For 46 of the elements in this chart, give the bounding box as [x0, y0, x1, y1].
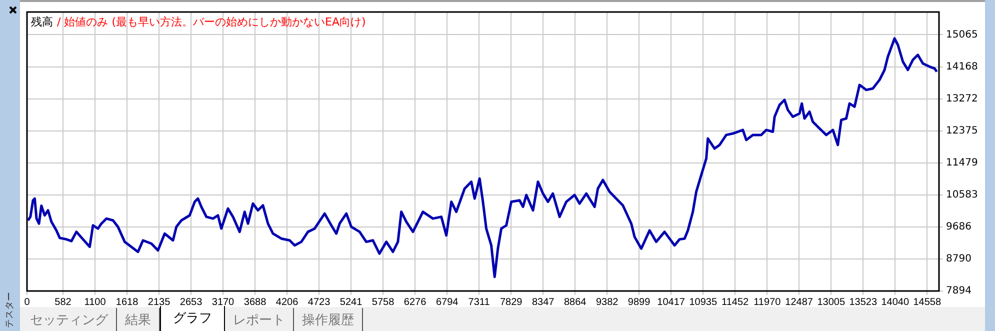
x-tick-label: 13523: [849, 296, 878, 308]
x-tick-label: 12487: [785, 296, 814, 308]
x-tick-label: 2135: [148, 296, 171, 308]
y-tick-label: 10583: [946, 189, 978, 200]
x-tick-label: 8347: [532, 296, 555, 308]
x-tick-label: 10417: [657, 296, 686, 308]
x-tick-label: 3170: [212, 296, 235, 308]
x-tick-label: 0: [24, 296, 30, 308]
text: セッティング: [22, 308, 117, 331]
chart-subtitle: / 始値のみ (最も早い方法。バーの始めにしか動かないEA向け): [57, 15, 366, 28]
x-tick-label: 13005: [817, 296, 846, 308]
x-tick-label: 7829: [500, 296, 523, 308]
y-tick-label: 11479: [946, 157, 978, 168]
x-tick-label: 1618: [116, 296, 139, 308]
text: 結果: [117, 308, 160, 331]
x-tick-label: 7311: [468, 296, 490, 308]
x-tick-label: 4206: [276, 296, 299, 308]
x-tick-label: 9382: [596, 296, 619, 308]
y-tick-label: 14168: [946, 61, 978, 72]
y-tick-label: 15065: [946, 29, 978, 40]
y-tick-label: 7894: [946, 286, 972, 297]
x-tick-label: 10935: [689, 296, 718, 308]
x-tick-label: 5758: [372, 296, 395, 308]
x-tick-label: 11970: [754, 296, 782, 308]
text: レポート: [225, 308, 294, 331]
x-tick-label: 2653: [180, 296, 203, 308]
x-tick-label: 14558: [913, 296, 942, 308]
x-tick-label: 14040: [881, 296, 910, 308]
x-tick-label: 11452: [722, 296, 750, 308]
x-tick-label: 6794: [436, 296, 459, 308]
x-tick-label: 5241: [340, 296, 363, 308]
x-tick-label: 582: [54, 296, 72, 308]
text: テスター: [4, 291, 16, 330]
x-tick-label: 3688: [244, 296, 267, 308]
x-tick-label: 9899: [628, 296, 651, 308]
y-tick-label: 12375: [946, 125, 978, 136]
text: グラフ: [160, 306, 225, 331]
x-tick-label: 6276: [404, 296, 427, 308]
y-tick-label: 8790: [946, 254, 972, 265]
x-tick-label: 4723: [308, 296, 331, 308]
y-tick-label: 13272: [946, 93, 978, 104]
x-tick-label: 8864: [564, 296, 587, 308]
text: 操作履歴: [294, 308, 363, 331]
x-tick-label: 1100: [84, 296, 106, 308]
y-tick-label: 9686: [946, 222, 972, 233]
chart-title: 残高: [31, 15, 53, 28]
